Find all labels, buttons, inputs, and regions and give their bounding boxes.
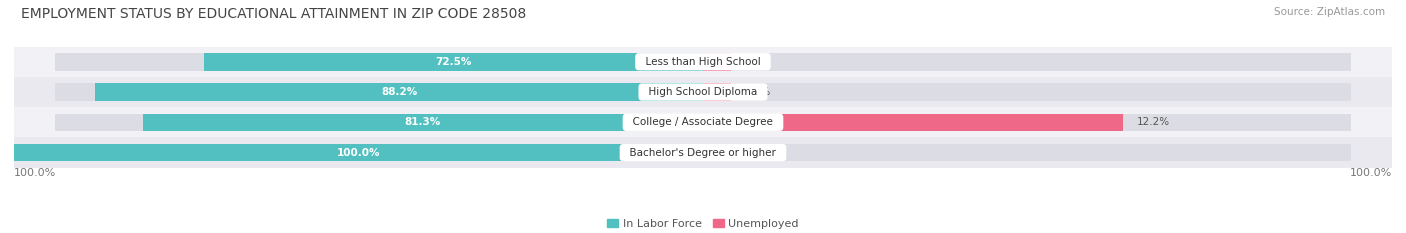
Bar [55, 83, 1351, 101]
Text: Source: ZipAtlas.com: Source: ZipAtlas.com [1274, 7, 1385, 17]
Bar [55, 113, 1351, 131]
Bar [14, 77, 1392, 107]
Bar [204, 53, 703, 71]
Text: 72.5%: 72.5% [434, 57, 471, 67]
Bar [96, 83, 703, 101]
Text: High School Diploma: High School Diploma [643, 87, 763, 97]
Text: EMPLOYMENT STATUS BY EDUCATIONAL ATTAINMENT IN ZIP CODE 28508: EMPLOYMENT STATUS BY EDUCATIONAL ATTAINM… [21, 7, 526, 21]
Bar [14, 144, 703, 161]
Text: 0.0%: 0.0% [744, 148, 770, 158]
Text: 88.2%: 88.2% [381, 87, 418, 97]
Text: 0.0%: 0.0% [744, 87, 770, 97]
Bar [703, 144, 731, 161]
Text: 100.0%: 100.0% [1350, 168, 1392, 178]
Bar [14, 107, 1392, 137]
Bar [55, 53, 1351, 71]
Text: 100.0%: 100.0% [14, 168, 56, 178]
Text: 100.0%: 100.0% [337, 148, 380, 158]
Bar [14, 137, 1392, 168]
Text: Less than High School: Less than High School [638, 57, 768, 67]
Text: College / Associate Degree: College / Associate Degree [626, 117, 780, 127]
Legend: In Labor Force, Unemployed: In Labor Force, Unemployed [607, 219, 799, 229]
Text: 0.0%: 0.0% [744, 57, 770, 67]
Bar [14, 47, 1392, 77]
Bar [55, 144, 1351, 161]
Bar [143, 113, 703, 131]
Bar [703, 113, 1123, 131]
Bar [703, 53, 731, 71]
Bar [703, 83, 731, 101]
Text: 81.3%: 81.3% [405, 117, 441, 127]
Text: Bachelor's Degree or higher: Bachelor's Degree or higher [623, 148, 783, 158]
Text: 12.2%: 12.2% [1137, 117, 1170, 127]
